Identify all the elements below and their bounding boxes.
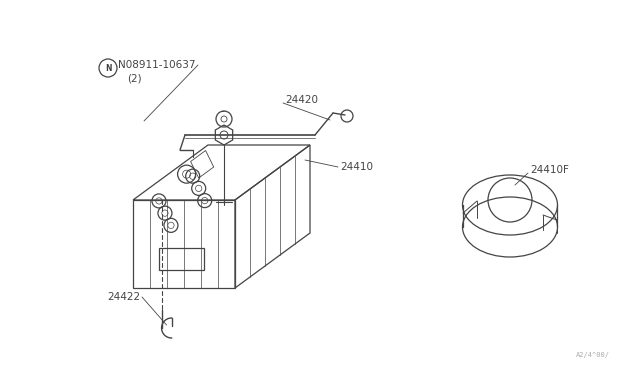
- Text: 24410: 24410: [340, 162, 373, 172]
- Text: (2): (2): [127, 73, 141, 83]
- Text: N08911-10637: N08911-10637: [118, 60, 195, 70]
- Text: 24420: 24420: [285, 95, 318, 105]
- Text: N: N: [105, 64, 111, 73]
- Text: 24410F: 24410F: [530, 165, 569, 175]
- Text: A2/4^00/: A2/4^00/: [576, 352, 610, 358]
- Text: 24422: 24422: [107, 292, 140, 302]
